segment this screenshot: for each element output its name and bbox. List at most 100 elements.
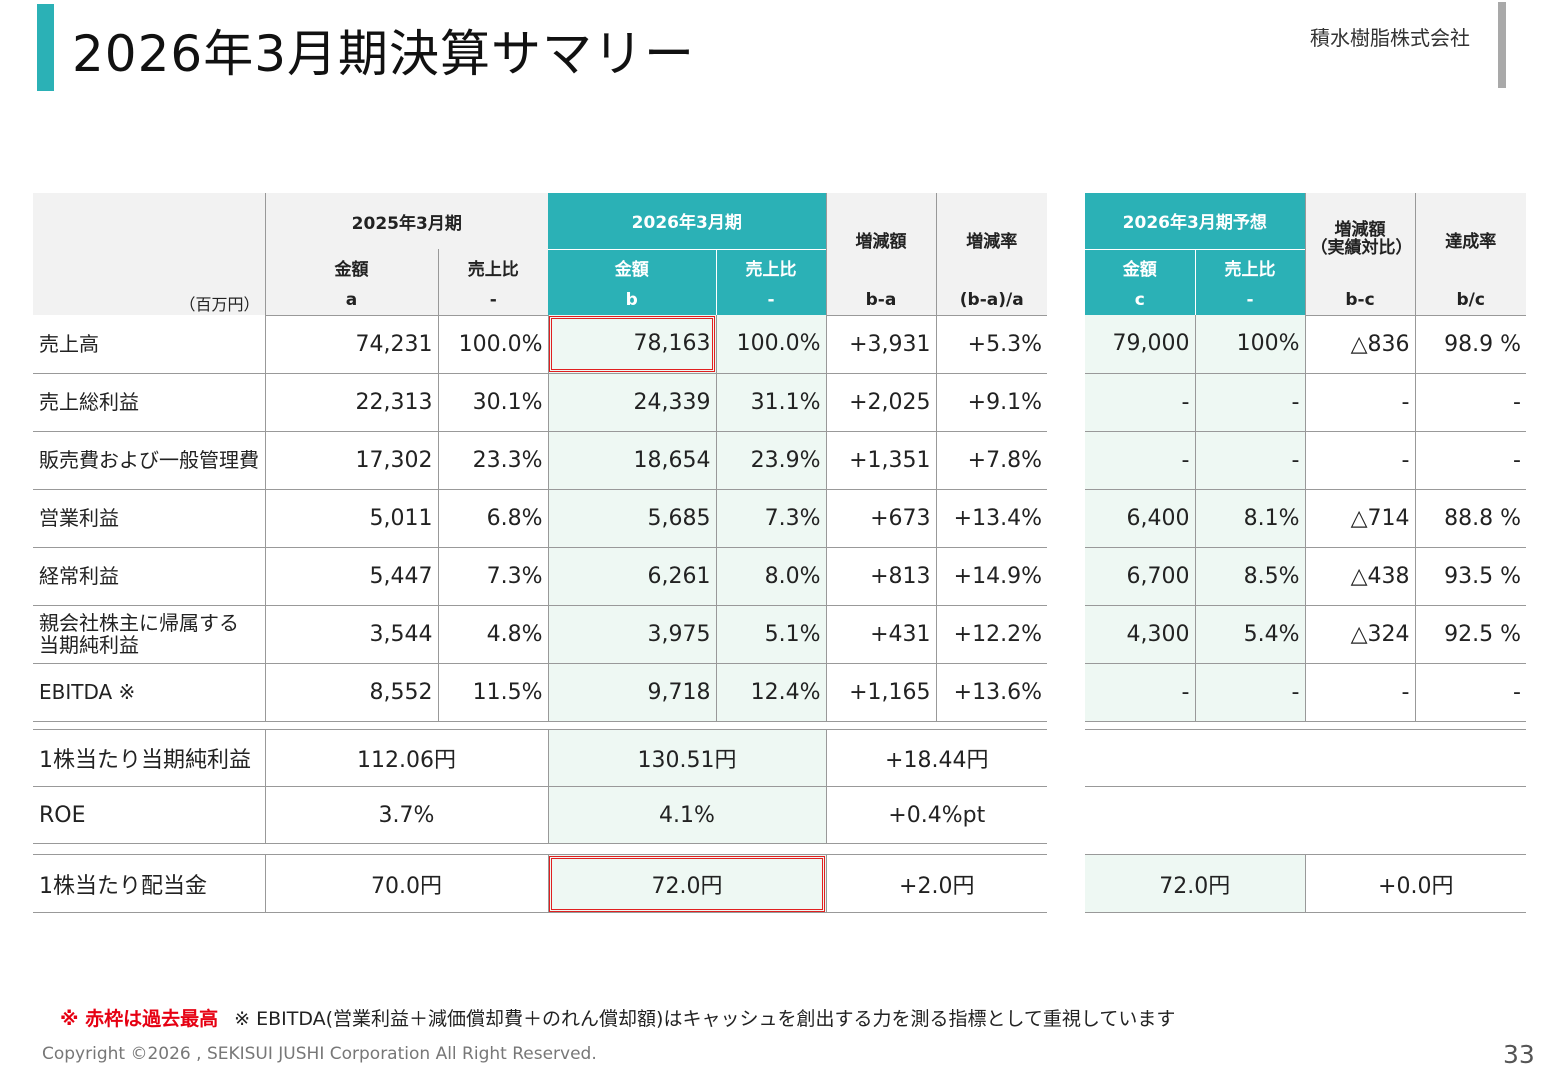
ratio-c: - — [1194, 663, 1305, 721]
company-name: 積水樹脂株式会社 — [1310, 26, 1470, 50]
forecast-table: 2026年3月期予想 増減額 （実績対比） 達成率 金額 売上比 c - b-c… — [1085, 193, 1526, 722]
roe-a: 3.7% — [264, 786, 548, 844]
table-row: 売上総利益 22,313 30.1% 24,339 31.1% +2,025 +9.1% — [33, 373, 1047, 431]
roe-label: ROE — [39, 802, 86, 828]
value-a: 5,447 — [264, 547, 438, 605]
change-rate: +14.9% — [935, 547, 1047, 605]
ratio-a: 23.3% — [437, 431, 548, 489]
forecast-row: 4,300 5.4% △324 92.5 % — [1085, 605, 1526, 663]
ratio-c: 8.5% — [1194, 547, 1305, 605]
change-rate: +13.4% — [935, 489, 1047, 547]
header-c: c — [1085, 285, 1195, 315]
header-b-dash: - — [715, 285, 826, 315]
page-number: 33 — [1503, 1040, 1535, 1069]
value-c: - — [1085, 373, 1195, 431]
ratio-c: - — [1194, 431, 1305, 489]
diff-b-minus-c: - — [1304, 431, 1415, 489]
change-rate: +9.1% — [935, 373, 1047, 431]
value-a: 74,231 — [264, 315, 438, 373]
right-accent-bar — [1498, 2, 1506, 88]
value-b: 6,261 — [547, 547, 716, 605]
change-rate: +5.3% — [935, 315, 1047, 373]
ratio-a: 7.3% — [437, 547, 548, 605]
footnotes: ※ 赤枠は過去最高 ※ EBITDA(営業利益＋減価償却費＋のれん償却額)はキャ… — [60, 1004, 1175, 1031]
table-row: 売上高 74,231 100.0% 78,163 100.0% +3,931 +5.3% — [33, 315, 1047, 373]
row-label: 売上高 — [39, 331, 99, 356]
header-achievement: 達成率 — [1414, 193, 1526, 285]
roe-b: 4.1% — [547, 786, 826, 844]
red-frame-note: ※ 赤枠は過去最高 — [60, 1008, 219, 1030]
value-a: 17,302 — [264, 431, 438, 489]
dividend-b: 72.0円 — [547, 854, 826, 913]
table-row: 親会社株主に帰属する 当期純利益 3,544 4.8% 3,975 5.1% +431 +1… — [33, 605, 1047, 663]
eps-row: 1株当たり当期純利益 112.06円 130.51円 +18.44円 — [33, 729, 1047, 787]
dividend-diff: +2.0円 — [825, 854, 1047, 913]
header-amount-b: 金額 — [548, 248, 716, 285]
ratio-b: 7.3% — [715, 489, 826, 547]
eps-right-line-top — [1085, 729, 1526, 730]
ratio-c: 100% — [1194, 315, 1305, 373]
row-label: 営業利益 — [39, 506, 119, 530]
value-a: 8,552 — [264, 663, 438, 721]
value-b: 9,718 — [547, 663, 716, 721]
header-b-minus-c: b-c — [1304, 285, 1415, 316]
ratio-b: 31.1% — [715, 373, 826, 431]
header-ratio-b: 売上比 — [715, 248, 826, 285]
value-b: 18,654 — [547, 431, 716, 489]
header-ratio-a: 売上比 — [437, 249, 548, 285]
table-row: 経常利益 5,447 7.3% 6,261 8.0% +813 +14.9% — [33, 547, 1047, 605]
dividend-row: 1株当たり配当金 70.0円 72.0円 +2.0円 — [33, 854, 1047, 913]
header-a: a — [264, 285, 438, 316]
value-b: 78,163 — [547, 315, 716, 373]
diff-b-minus-c: - — [1304, 663, 1415, 721]
value-c: - — [1085, 663, 1195, 721]
forecast-row: ---- — [1085, 663, 1526, 721]
per-share-table: 1株当たり当期純利益 112.06円 130.51円 +18.44円 ROE 3… — [33, 729, 1047, 844]
results-table: （百万円） 2025年3月期 2026年3月期 増減額 増減率 金額 売上比 金… — [33, 193, 1047, 722]
ratio-b: 8.0% — [715, 547, 826, 605]
dividend-label: 1株当たり配当金 — [39, 873, 207, 899]
value-c: 6,700 — [1085, 547, 1195, 605]
header-b-over-c: b/c — [1414, 285, 1526, 316]
dividend-cdiff: +0.0円 — [1304, 854, 1526, 913]
roe-diff: +0.4%pt — [825, 786, 1047, 844]
value-b: 24,339 — [547, 373, 716, 431]
roe-row: ROE 3.7% 4.1% +0.4%pt — [33, 786, 1047, 844]
change-rate: +13.6% — [935, 663, 1047, 721]
achievement-rate: - — [1414, 663, 1526, 721]
change-amount: +1,165 — [825, 663, 936, 721]
achievement-rate: 93.5 % — [1414, 547, 1526, 605]
value-a: 22,313 — [264, 373, 438, 431]
ratio-c: 8.1% — [1194, 489, 1305, 547]
ebitda-note: ※ EBITDA(営業利益＋減価償却費＋のれん償却額)はキャッシュを創出する力を… — [234, 1008, 1176, 1030]
header-fy2026: 2026年3月期 — [548, 193, 826, 249]
achievement-rate: 88.8 % — [1414, 489, 1526, 547]
achievement-rate: 92.5 % — [1414, 605, 1526, 663]
table-row: 営業利益 5,011 6.8% 5,685 7.3% +673 +13.4% — [33, 489, 1047, 547]
table-row: EBITDA ※ 8,552 11.5% 9,718 12.4% +1,165 +13.6% — [33, 663, 1047, 721]
header-change-rate: 増減率 — [935, 193, 1047, 285]
header-corner: （百万円） — [33, 193, 265, 315]
ratio-b: 100.0% — [715, 315, 826, 373]
row-label: 親会社株主に帰属する 当期純利益 — [39, 611, 239, 657]
header-ratio-c: 売上比 — [1194, 248, 1305, 285]
header-c-dash: - — [1194, 285, 1305, 315]
diff-b-minus-c: - — [1304, 373, 1415, 431]
header-diff-actual: 増減額 （実績対比） — [1304, 193, 1415, 285]
forecast-row: ---- — [1085, 431, 1526, 489]
row-label: 販売費および一般管理費 — [39, 448, 259, 472]
forecast-row: ---- — [1085, 373, 1526, 431]
row-label: 売上総利益 — [39, 390, 139, 414]
ratio-b: 23.9% — [715, 431, 826, 489]
ratio-a: 4.8% — [437, 605, 548, 663]
unit-label: （百万円） — [179, 295, 260, 314]
change-amount: +1,351 — [825, 431, 936, 489]
change-rate: +12.2% — [935, 605, 1047, 663]
header-amount-c: 金額 — [1085, 248, 1195, 285]
change-amount: +673 — [825, 489, 936, 547]
ratio-a: 6.8% — [437, 489, 548, 547]
achievement-rate: - — [1414, 373, 1526, 431]
page-title: 2026年3月期決算サマリー — [72, 25, 696, 83]
value-c: 79,000 — [1085, 315, 1195, 373]
forecast-row: 6,700 8.5% △438 93.5 % — [1085, 547, 1526, 605]
